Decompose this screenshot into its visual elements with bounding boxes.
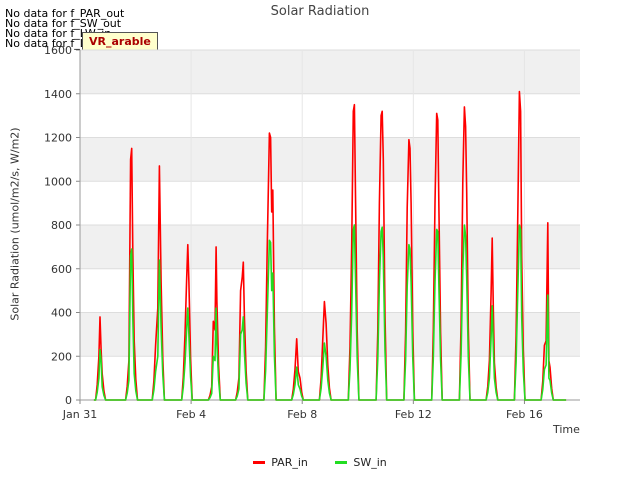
grid-band xyxy=(80,137,580,182)
no-data-lw-out: No data for f_LW_out xyxy=(5,37,120,50)
grid-band xyxy=(80,225,580,269)
y-tick-label: 0 xyxy=(65,394,72,407)
y-tick-label: 1600 xyxy=(44,44,72,57)
x-axis-label: Time xyxy=(553,423,580,436)
no-data-sw-out: No data for f_SW_out xyxy=(5,17,122,30)
y-tick-label: 400 xyxy=(51,307,72,320)
y-tick-label: 1000 xyxy=(44,175,72,188)
x-tick-label: Feb 12 xyxy=(395,408,432,421)
legend-label-sw-in: SW_in xyxy=(353,456,387,469)
y-tick-label: 200 xyxy=(51,350,72,363)
site-badge: VR_arable xyxy=(82,32,158,51)
chart-title: Solar Radiation xyxy=(270,4,370,19)
no-data-lw-in: No data for f_LW_in xyxy=(5,27,112,40)
x-tick-label: Feb 4 xyxy=(176,408,206,421)
y-tick-label: 1200 xyxy=(44,132,72,145)
no-data-par-out: No data for f_PAR_out xyxy=(5,7,125,20)
legend-item-par-in: PAR_in xyxy=(253,456,308,469)
y-tick-label: 600 xyxy=(51,263,72,276)
grid-band xyxy=(80,50,580,94)
legend-swatch-sw-in xyxy=(335,461,348,464)
legend-swatch-par-in xyxy=(253,461,266,464)
y-tick-label: 1400 xyxy=(44,88,72,101)
x-tick-label: Feb 16 xyxy=(506,408,543,421)
x-tick-label: Feb 8 xyxy=(287,408,317,421)
series-line-sw-in xyxy=(93,224,567,401)
x-tick-label: Jan 31 xyxy=(62,408,97,421)
y-tick-label: 800 xyxy=(51,219,72,232)
legend: PAR_in SW_in xyxy=(0,454,640,469)
y-axis-label: Solar Radiation (umol/m2/s, W/m2) xyxy=(8,127,22,321)
legend-item-sw-in: SW_in xyxy=(335,456,387,469)
legend-label-par-in: PAR_in xyxy=(271,456,308,469)
